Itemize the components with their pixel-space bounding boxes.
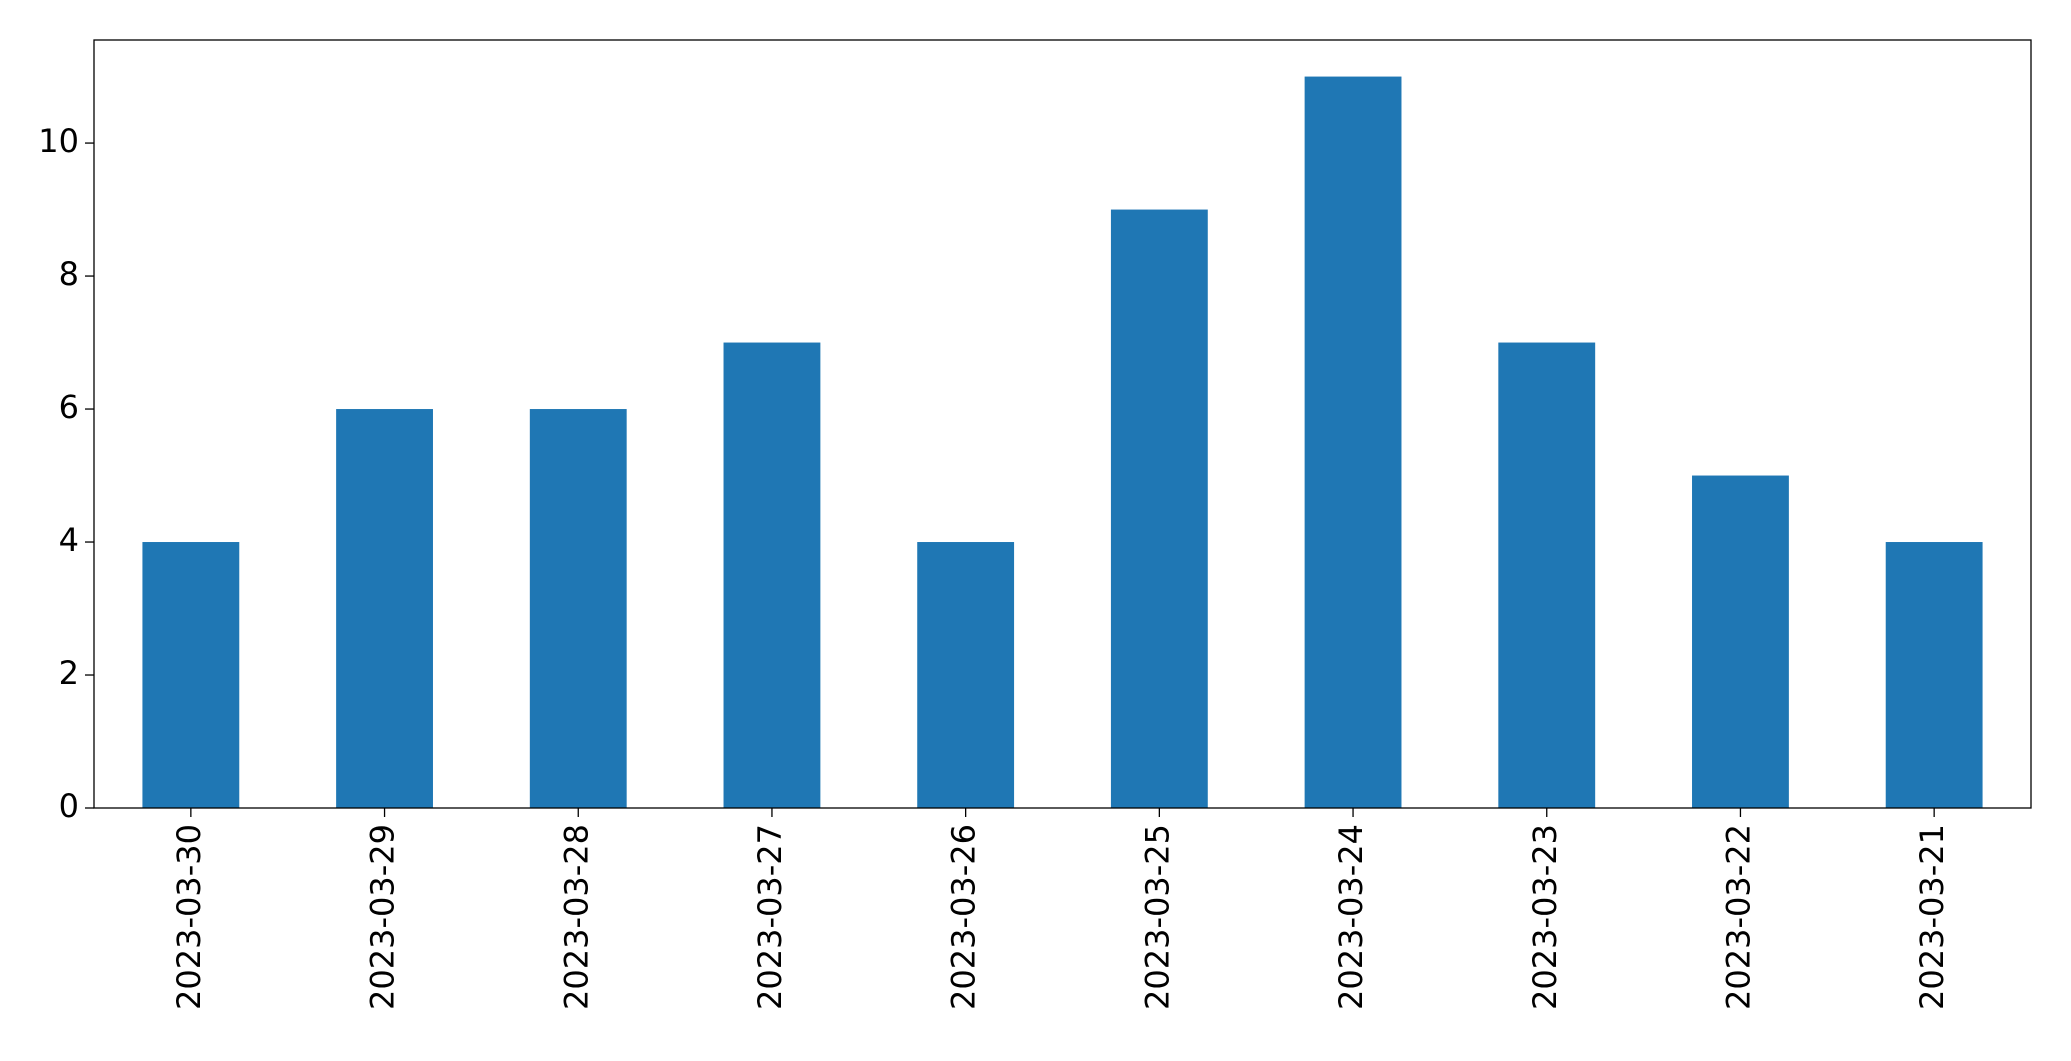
- x-tick-label: 2023-03-26: [945, 824, 983, 1010]
- x-tick-label: 2023-03-27: [751, 824, 789, 1010]
- bar: [529, 409, 627, 808]
- x-tick-label: 2023-03-22: [1719, 824, 1757, 1010]
- y-tick-label: 2: [59, 654, 79, 692]
- x-tick-label: 2023-03-30: [170, 824, 208, 1010]
- bar: [1304, 76, 1402, 809]
- plot-frame: [93, 39, 2032, 809]
- bar: [1692, 475, 1789, 808]
- bar: [336, 409, 433, 808]
- x-tick-label: 2023-03-25: [1138, 824, 1176, 1010]
- bar: [723, 342, 821, 808]
- bar: [1498, 342, 1596, 808]
- bar: [1885, 542, 1983, 808]
- x-tick-label: 2023-03-29: [364, 824, 402, 1010]
- x-tick-label: 2023-03-28: [557, 824, 595, 1010]
- x-tick-label: 2023-03-24: [1332, 824, 1370, 1010]
- x-tick-label: 2023-03-21: [1913, 824, 1951, 1010]
- y-tick-label: 10: [38, 122, 79, 160]
- y-tick-label: 6: [59, 388, 79, 426]
- y-tick-label: 8: [59, 255, 79, 293]
- bar: [142, 542, 240, 808]
- y-tick-label: 0: [59, 787, 79, 825]
- bar: [1110, 209, 1208, 808]
- bar: [917, 542, 1015, 808]
- y-tick-label: 4: [59, 521, 79, 559]
- x-tick-label: 2023-03-23: [1526, 824, 1564, 1010]
